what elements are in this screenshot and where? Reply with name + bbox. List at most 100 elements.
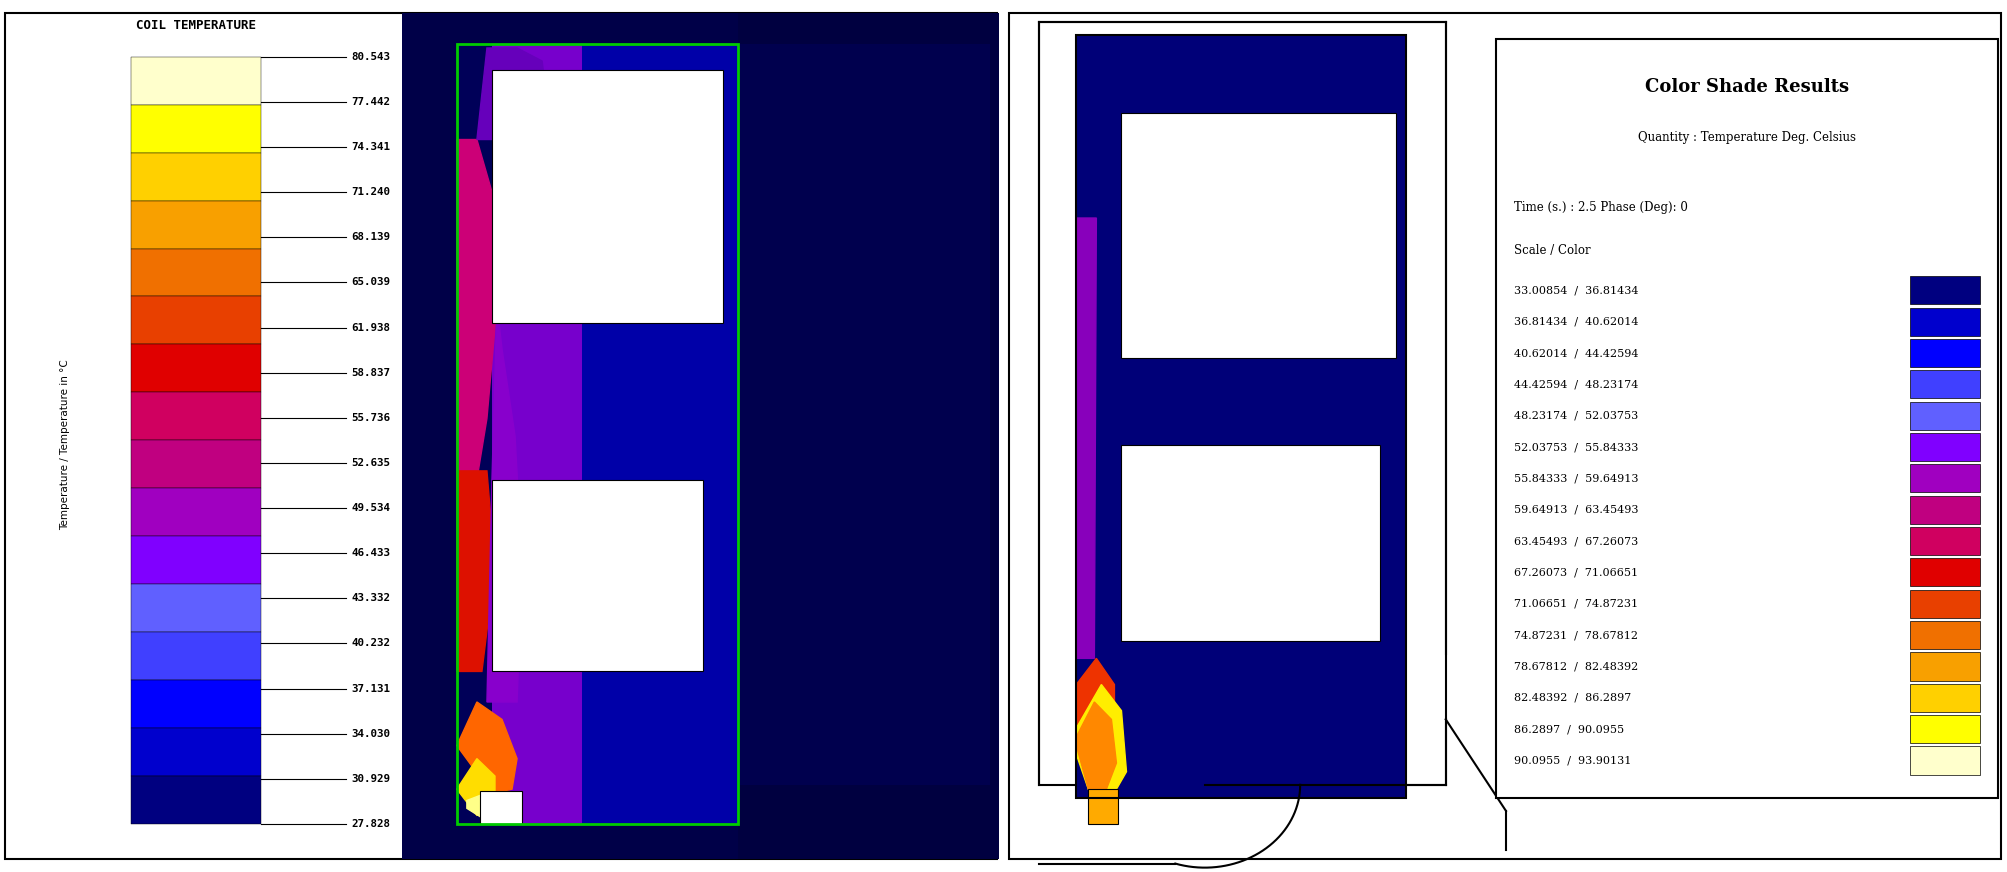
Text: 68.139: 68.139 <box>351 232 389 242</box>
Polygon shape <box>458 471 496 671</box>
Bar <box>1909 715 1979 743</box>
Bar <box>130 632 261 680</box>
Bar <box>1909 621 1979 649</box>
Text: 44.42594  /  48.23174: 44.42594 / 48.23174 <box>1513 379 1638 390</box>
Bar <box>1088 789 1118 824</box>
Bar <box>458 44 739 824</box>
Bar <box>130 680 261 728</box>
Bar <box>130 57 261 105</box>
Text: 86.2897  /  90.0955: 86.2897 / 90.0955 <box>1513 724 1624 734</box>
Text: Color Shade Results: Color Shade Results <box>1644 78 1848 97</box>
Bar <box>130 153 261 201</box>
Text: 34.030: 34.030 <box>351 729 389 739</box>
Text: 77.442: 77.442 <box>351 97 389 106</box>
Bar <box>492 70 723 323</box>
Bar <box>130 584 261 632</box>
Text: 30.929: 30.929 <box>351 774 389 784</box>
Polygon shape <box>458 140 498 480</box>
Bar <box>492 480 702 671</box>
Bar <box>739 13 999 859</box>
Text: 78.67812  /  82.48392: 78.67812 / 82.48392 <box>1513 661 1638 671</box>
Polygon shape <box>1076 702 1116 789</box>
Bar <box>130 440 261 488</box>
Bar <box>458 44 739 824</box>
Bar <box>1909 276 1979 304</box>
Bar <box>1909 589 1979 618</box>
Text: 40.232: 40.232 <box>351 638 389 649</box>
Text: Time (s.) : 2.5 Phase (Deg): 0: Time (s.) : 2.5 Phase (Deg): 0 <box>1513 201 1688 214</box>
Bar <box>1909 684 1979 712</box>
Text: 63.45493  /  67.26073: 63.45493 / 67.26073 <box>1513 536 1638 546</box>
Text: 46.433: 46.433 <box>351 548 389 558</box>
Text: 33.00854  /  36.81434: 33.00854 / 36.81434 <box>1513 285 1638 296</box>
Text: 52.635: 52.635 <box>351 458 389 468</box>
Text: 58.837: 58.837 <box>351 368 389 378</box>
Text: 67.26073  /  71.06651: 67.26073 / 71.06651 <box>1513 568 1638 577</box>
Polygon shape <box>478 48 546 140</box>
Bar <box>130 536 261 584</box>
Bar <box>1909 652 1979 680</box>
Bar <box>1909 495 1979 524</box>
Text: 40.62014  /  44.42594: 40.62014 / 44.42594 <box>1513 348 1638 358</box>
Text: 49.534: 49.534 <box>351 503 389 513</box>
Bar <box>1120 113 1395 358</box>
Text: 90.0955  /  93.90131: 90.0955 / 93.90131 <box>1513 755 1630 766</box>
Text: 59.64913  /  63.45493: 59.64913 / 63.45493 <box>1513 505 1638 514</box>
Bar <box>1076 35 1405 798</box>
Bar <box>130 105 261 153</box>
Bar <box>1909 339 1979 367</box>
Bar <box>130 344 261 392</box>
Bar <box>1076 35 1405 798</box>
Bar <box>1495 39 1997 798</box>
Bar <box>1909 308 1979 336</box>
Bar <box>1909 464 1979 493</box>
Text: 55.736: 55.736 <box>351 412 389 423</box>
Bar <box>458 44 739 824</box>
Text: 48.23174  /  52.03753: 48.23174 / 52.03753 <box>1513 411 1638 420</box>
Polygon shape <box>1076 685 1126 798</box>
Bar <box>1909 433 1979 461</box>
Bar <box>480 791 522 824</box>
Text: 52.03753  /  55.84333: 52.03753 / 55.84333 <box>1513 442 1638 452</box>
Polygon shape <box>466 794 492 820</box>
Bar <box>130 392 261 440</box>
Text: 65.039: 65.039 <box>351 277 389 288</box>
Text: COIL TEMPERATURE: COIL TEMPERATURE <box>136 19 255 32</box>
Bar <box>538 44 739 824</box>
Text: 74.87231  /  78.67812: 74.87231 / 78.67812 <box>1513 630 1638 640</box>
Text: 55.84333  /  59.64913: 55.84333 / 59.64913 <box>1513 473 1638 483</box>
Bar <box>1909 746 1979 774</box>
Bar <box>130 201 261 249</box>
Polygon shape <box>458 759 496 815</box>
Text: 61.938: 61.938 <box>351 323 389 332</box>
Bar <box>1909 527 1979 555</box>
Polygon shape <box>458 702 518 794</box>
Text: Scale / Color: Scale / Color <box>1513 244 1590 257</box>
Text: 37.131: 37.131 <box>351 684 389 693</box>
Bar <box>492 44 582 824</box>
Text: 80.543: 80.543 <box>351 51 389 62</box>
Bar <box>1909 558 1979 587</box>
Text: Quantity : Temperature Deg. Celsius: Quantity : Temperature Deg. Celsius <box>1638 131 1854 144</box>
Bar <box>1909 371 1979 399</box>
Text: 27.828: 27.828 <box>351 819 389 829</box>
Bar <box>401 13 999 859</box>
Polygon shape <box>1076 658 1114 763</box>
Text: 82.48392  /  86.2897: 82.48392 / 86.2897 <box>1513 692 1630 703</box>
Text: 71.240: 71.240 <box>351 187 389 197</box>
Text: 74.341: 74.341 <box>351 142 389 152</box>
Text: 36.81434  /  40.62014: 36.81434 / 40.62014 <box>1513 317 1638 327</box>
Polygon shape <box>1076 218 1096 658</box>
Bar <box>130 728 261 776</box>
Bar <box>130 296 261 344</box>
Text: 71.06651  /  74.87231: 71.06651 / 74.87231 <box>1513 599 1638 609</box>
Bar <box>1040 22 1445 785</box>
Bar <box>130 776 261 824</box>
Bar <box>130 488 261 536</box>
Bar <box>1120 445 1381 641</box>
Bar <box>130 249 261 296</box>
Text: Temperature / Temperature in °C: Temperature / Temperature in °C <box>60 359 70 530</box>
Text: 43.332: 43.332 <box>351 593 389 603</box>
Polygon shape <box>488 305 522 702</box>
Bar <box>1909 402 1979 430</box>
